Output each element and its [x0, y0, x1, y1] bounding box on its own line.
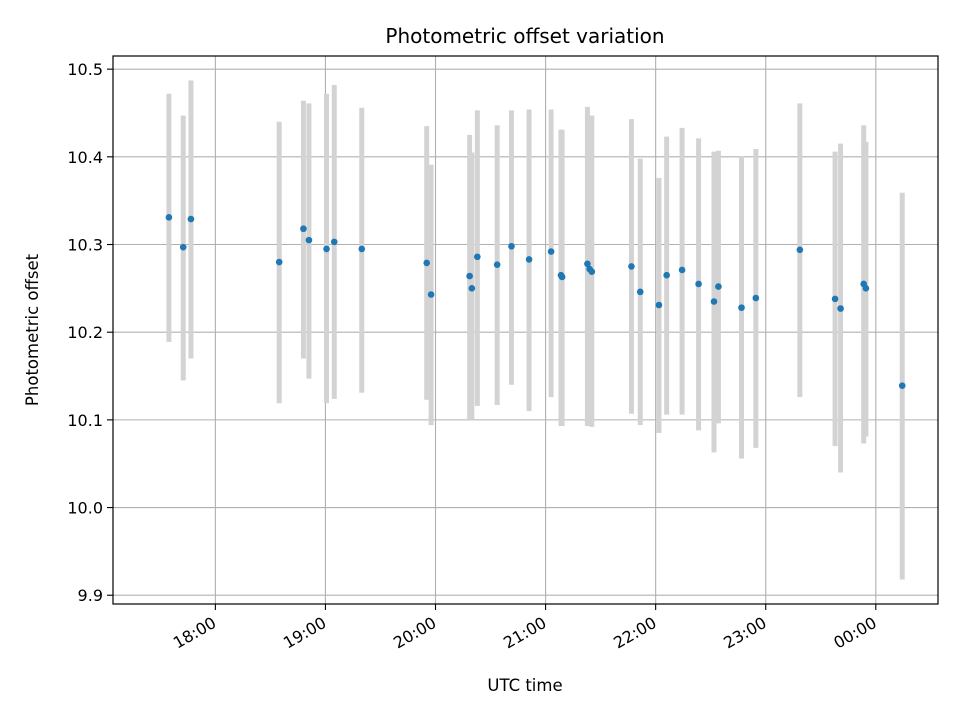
data-point: [588, 268, 596, 275]
data-point: [547, 248, 555, 255]
x-axis-label: UTC time: [487, 676, 562, 695]
data-point: [323, 245, 330, 253]
data-point: [715, 283, 722, 290]
data-point: [710, 298, 718, 305]
y-axis-label: Photometric offset: [23, 253, 42, 406]
data-point: [466, 272, 473, 280]
data-point: [493, 261, 501, 268]
data-point: [898, 382, 906, 389]
data-point: [165, 214, 173, 221]
y-tick-label: 10.5: [67, 60, 103, 79]
chart-title: Photometric offset variation: [385, 24, 664, 48]
data-point: [628, 263, 635, 270]
data-point: [695, 280, 702, 288]
data-point: [474, 253, 481, 261]
plot-frame: [112, 55, 939, 605]
data-point: [427, 291, 435, 298]
data-points: [165, 214, 906, 389]
data-point: [525, 256, 533, 263]
data-point: [508, 242, 515, 250]
data-point: [663, 271, 670, 279]
y-tick-label: 10.0: [67, 499, 103, 518]
data-point: [423, 259, 431, 267]
data-point: [179, 243, 187, 251]
data-point: [300, 225, 307, 233]
data-point: [358, 245, 366, 253]
data-point: [796, 246, 804, 254]
data-point: [187, 215, 195, 223]
y-tick-label: 10.2: [67, 323, 103, 342]
plot-area: [113, 56, 938, 604]
data-point: [468, 285, 476, 292]
data-point: [655, 301, 663, 309]
data-point: [584, 260, 591, 268]
y-tick-label: 10.4: [67, 148, 103, 167]
data-point: [305, 236, 313, 244]
data-point: [678, 266, 686, 274]
data-point: [330, 238, 338, 246]
y-tick-label: 10.3: [67, 236, 103, 255]
data-point: [831, 295, 839, 303]
data-point: [837, 305, 844, 312]
y-tick-label: 10.1: [67, 411, 103, 430]
y-axis: 9.9 10.0 10.1 10.2 10.3 10.4 10.5: [67, 60, 113, 605]
data-point: [862, 285, 870, 292]
y-tick-label: 9.9: [78, 586, 103, 605]
data-point: [558, 273, 566, 281]
data-point: [738, 304, 745, 311]
data-point: [752, 294, 760, 302]
data-point: [275, 258, 283, 266]
data-point: [636, 288, 644, 296]
